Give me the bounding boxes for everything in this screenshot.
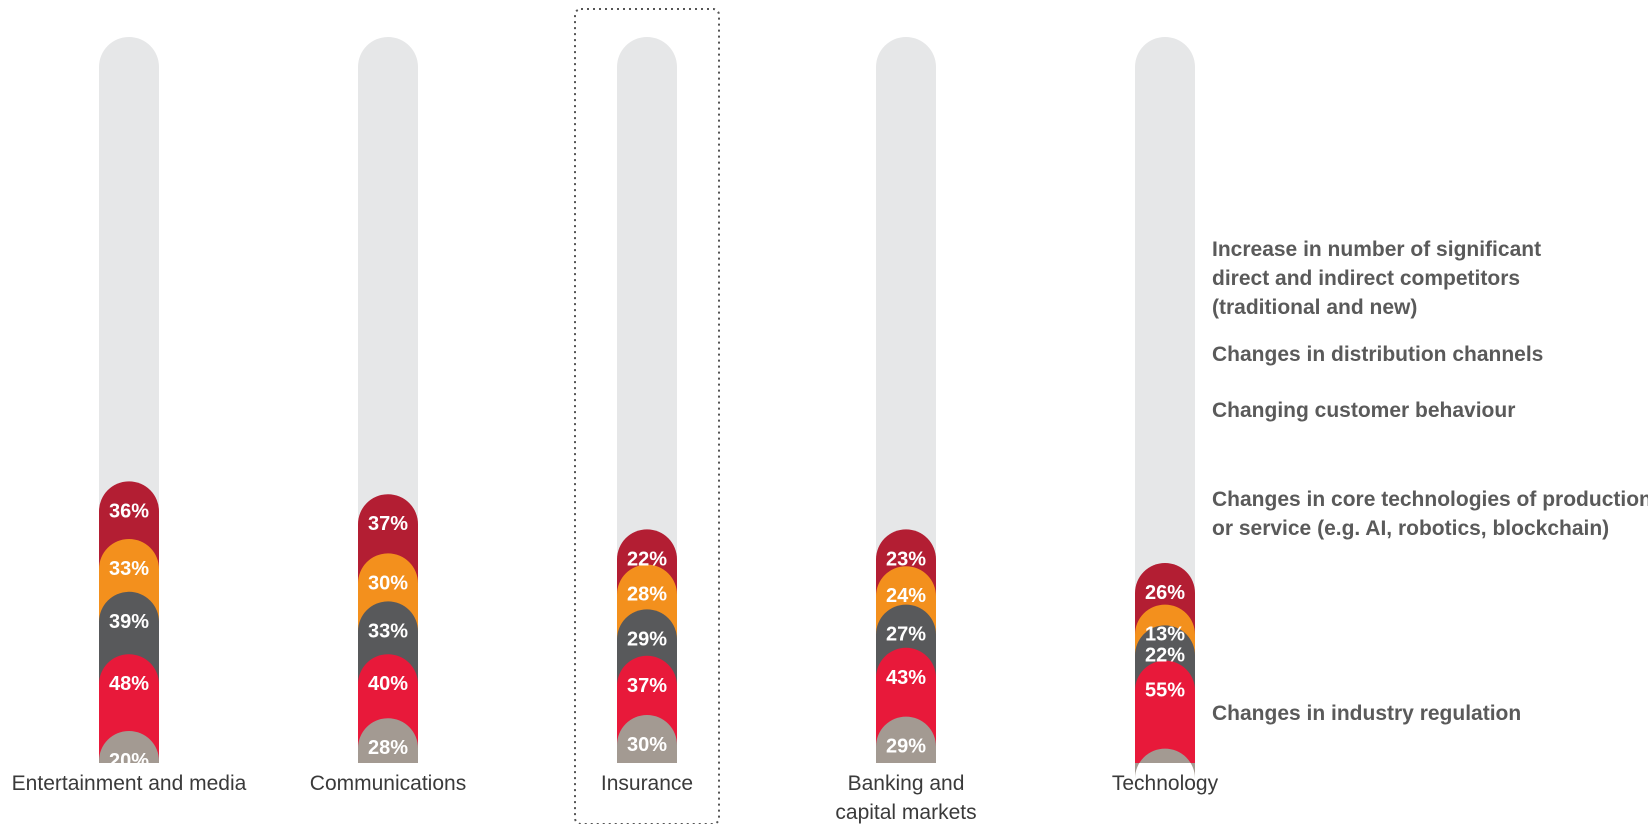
data-label-communications: 40% xyxy=(368,673,408,695)
category-label-entertainment-and-media: Entertainment and media xyxy=(12,772,247,795)
data-label-technology: 13% xyxy=(1145,624,1185,646)
legend-entry-changes-in-distribution-channe: Changes in distribution channels xyxy=(1212,343,1543,366)
highlight-box xyxy=(574,8,720,824)
bar-segment-insurance-changes-in-industry-regulation xyxy=(617,715,677,763)
bar-segment-entertainment-and-media-changes-in-industry-regulation xyxy=(99,731,159,763)
data-label-insurance: 29% xyxy=(627,628,667,650)
data-label-entertainment-and-media: 48% xyxy=(109,673,149,695)
data-label-banking-and-capital-markets: 27% xyxy=(886,624,926,646)
category-label-banking-and-capital-markets: Banking and xyxy=(848,772,965,795)
data-label-insurance: 22% xyxy=(627,548,667,570)
data-label-insurance: 37% xyxy=(627,675,667,697)
legend-entry-changing-customer-behaviour: Changing customer behaviour xyxy=(1212,399,1515,422)
category-label-insurance: Insurance xyxy=(601,772,693,795)
data-label-banking-and-capital-markets: 24% xyxy=(886,585,926,607)
category-label-technology: Technology xyxy=(1112,772,1219,795)
data-label-banking-and-capital-markets: 23% xyxy=(886,548,926,570)
legend-entry-changes-in-core-technologies-o: or service (e.g. AI, robotics, blockchai… xyxy=(1212,517,1609,540)
data-label-technology: 55% xyxy=(1145,680,1185,702)
data-label-entertainment-and-media: 33% xyxy=(109,558,149,580)
data-label-entertainment-and-media: 36% xyxy=(109,500,149,522)
data-label-banking-and-capital-markets: 29% xyxy=(886,736,926,758)
data-label-entertainment-and-media: 39% xyxy=(109,611,149,633)
legend-entry-changes-in-core-technologies-o: Changes in core technologies of producti… xyxy=(1212,488,1648,511)
data-label-technology: 22% xyxy=(1145,644,1185,666)
data-label-communications: 30% xyxy=(368,572,408,594)
data-label-technology: 9% xyxy=(1151,768,1180,790)
legend-entry-increase-in-number-of-signific: (traditional and new) xyxy=(1212,296,1417,319)
data-label-insurance: 28% xyxy=(627,584,667,606)
legend-entry-changes-in-industry-regulation: Changes in industry regulation xyxy=(1212,702,1521,725)
data-label-communications: 37% xyxy=(368,513,408,535)
data-label-banking-and-capital-markets: 43% xyxy=(886,667,926,689)
category-label-communications: Communications xyxy=(310,772,466,795)
data-label-insurance: 30% xyxy=(627,734,667,756)
legend-entry-increase-in-number-of-signific: direct and indirect competitors xyxy=(1212,267,1520,290)
legend-entry-increase-in-number-of-signific: Increase in number of significant xyxy=(1212,238,1541,261)
data-label-technology: 26% xyxy=(1145,582,1185,604)
bar-segment-technology-changes-in-industry-regulation xyxy=(1135,748,1195,779)
category-label-banking-and-capital-markets: capital markets xyxy=(835,801,976,824)
bar-segment-communications-changes-in-industry-regulation xyxy=(358,718,418,763)
data-label-communications: 33% xyxy=(368,620,408,642)
bar-segment-banking-and-capital-markets-changes-in-industry-regulation xyxy=(876,716,936,763)
data-label-entertainment-and-media: 20% xyxy=(109,750,149,772)
data-label-communications: 28% xyxy=(368,737,408,759)
bar-segment-technology-changes-in-core-technologies-o xyxy=(1135,660,1195,763)
